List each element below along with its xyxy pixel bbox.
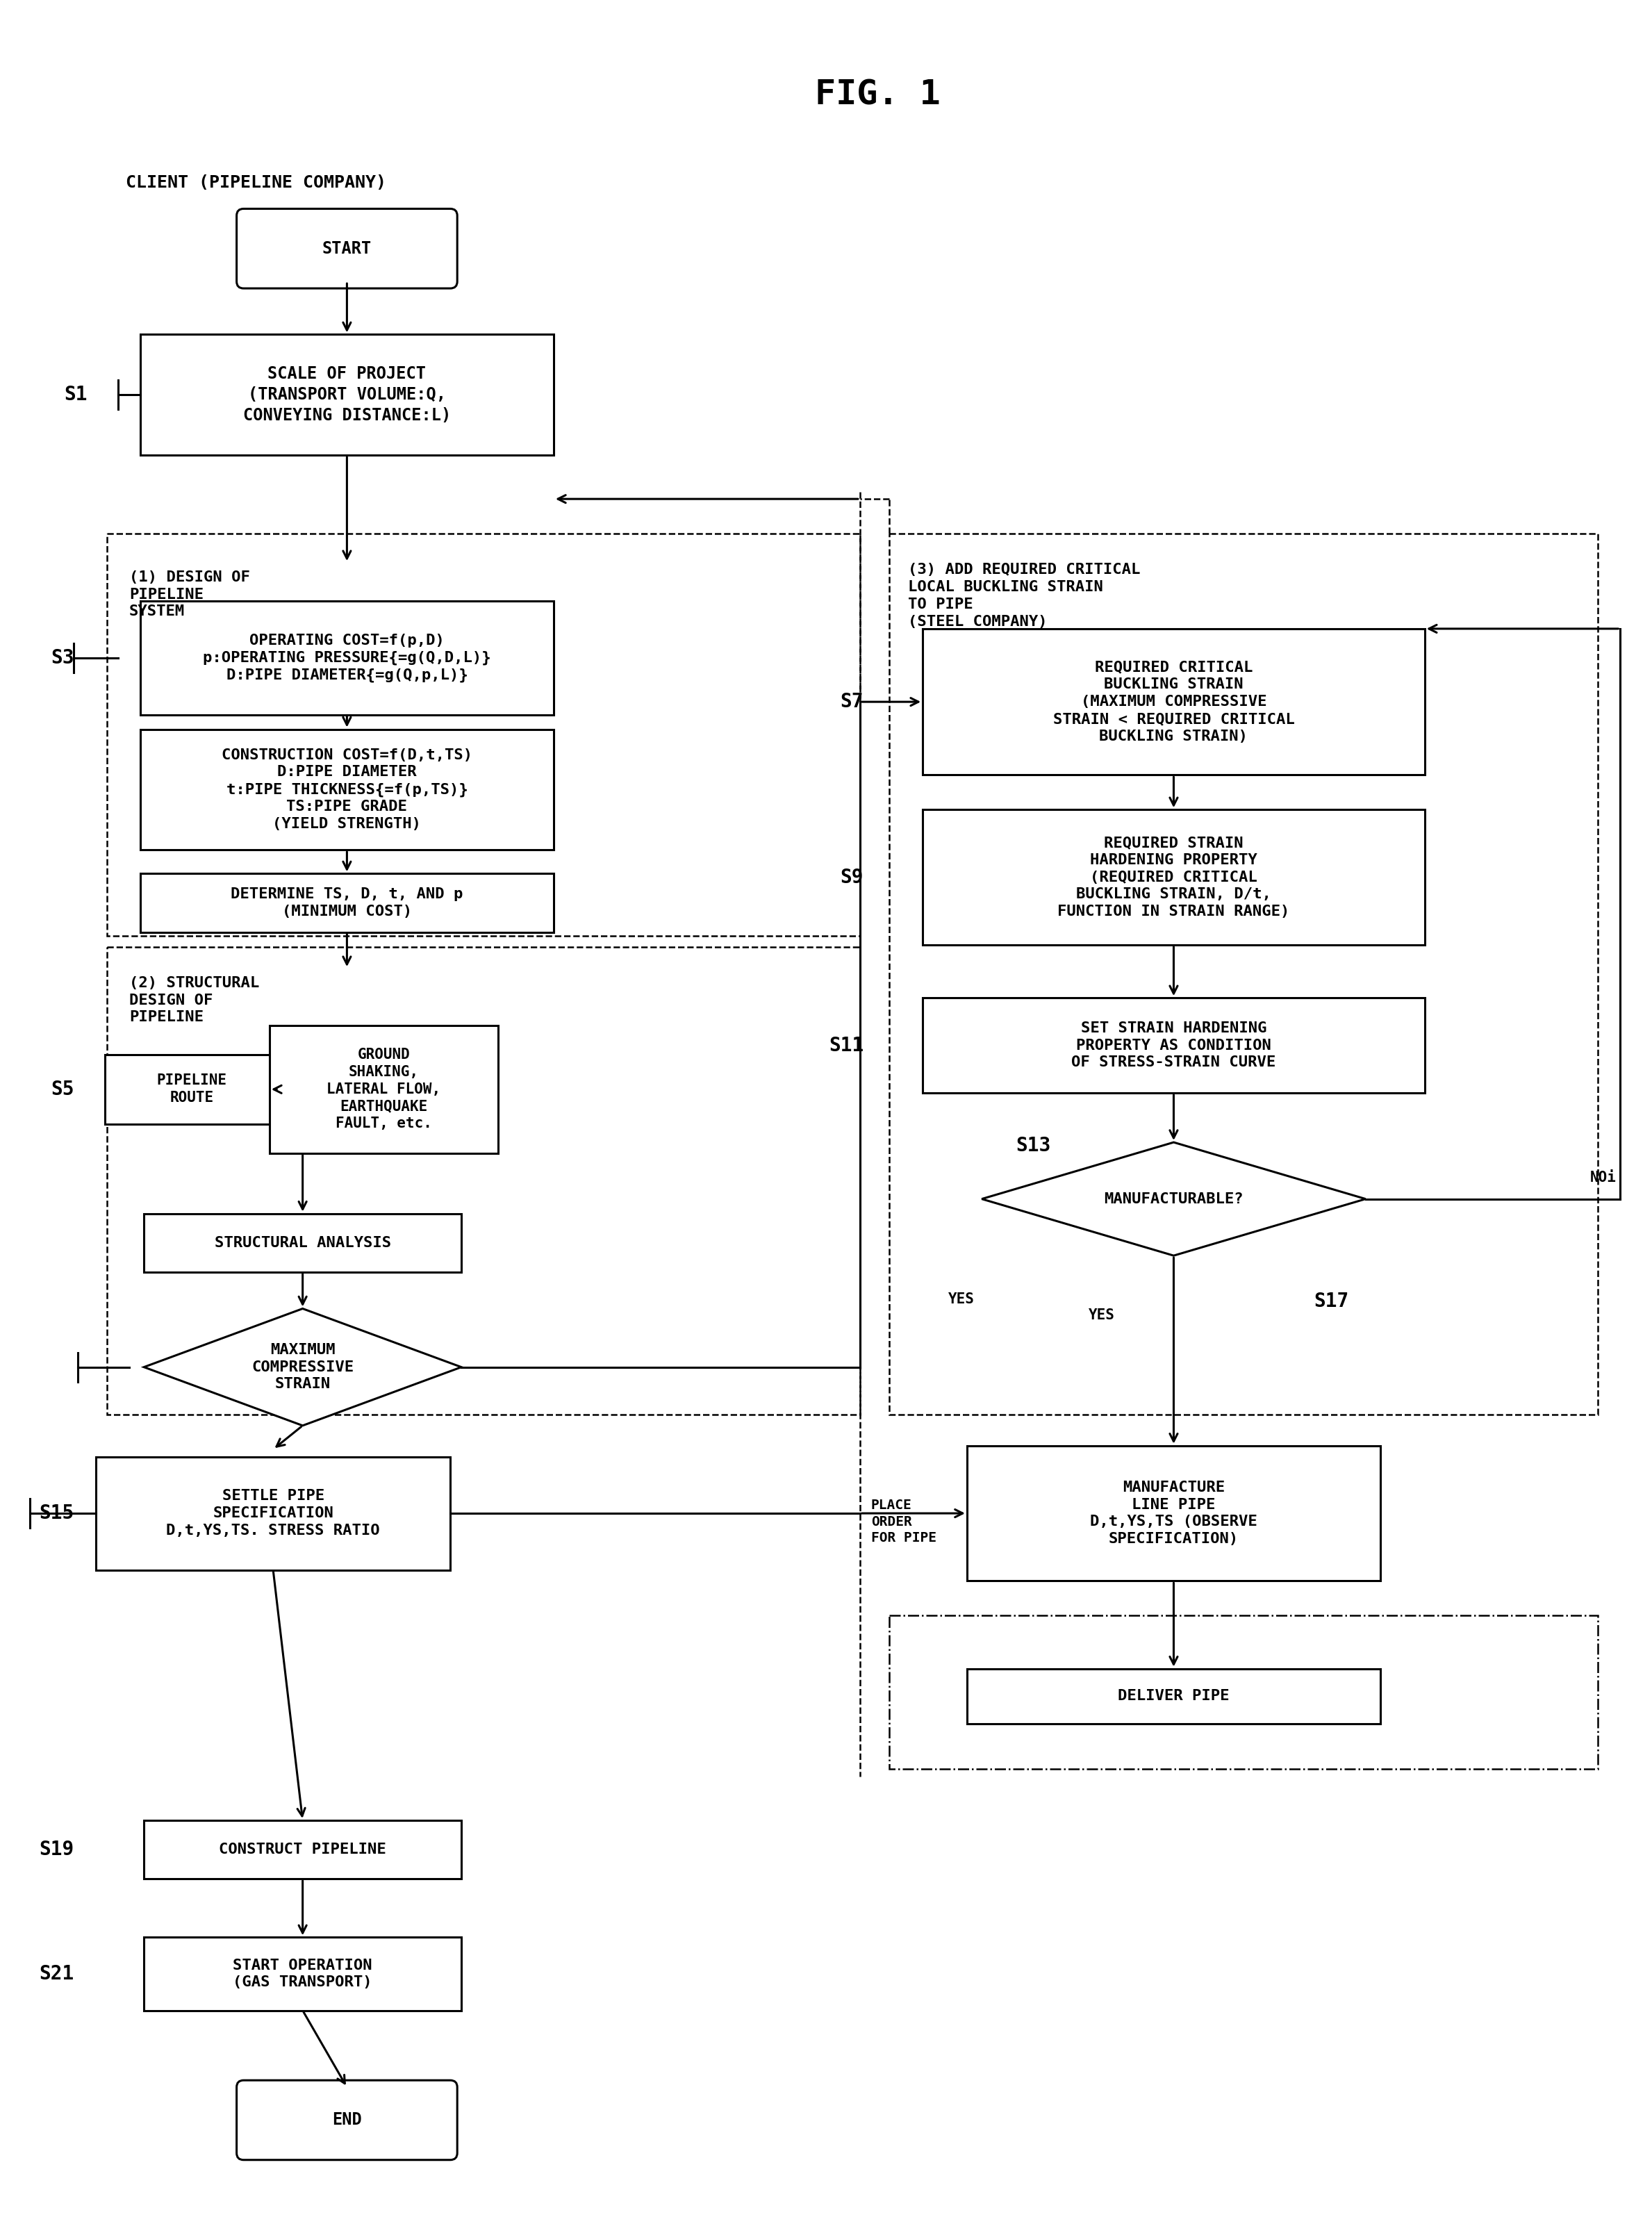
Bar xyxy=(144,1214,461,1272)
Text: S7: S7 xyxy=(841,692,864,712)
Text: S1: S1 xyxy=(64,385,88,405)
Text: SCALE OF PROJECT
(TRANSPORT VOLUME:Q,
CONVEYING DISTANCE:L): SCALE OF PROJECT (TRANSPORT VOLUME:Q, CO… xyxy=(243,365,451,423)
Text: (2) STRUCTURAL
DESIGN OF
PIPELINE: (2) STRUCTURAL DESIGN OF PIPELINE xyxy=(129,977,259,1024)
Text: GROUND
SHAKING,
LATERAL FLOW,
EARTHQUAKE
FAULT, etc.: GROUND SHAKING, LATERAL FLOW, EARTHQUAKE… xyxy=(327,1048,441,1131)
Bar xyxy=(106,1055,279,1124)
Bar xyxy=(889,533,1597,1416)
Text: DELIVER PIPE: DELIVER PIPE xyxy=(1118,1689,1229,1702)
Text: S9: S9 xyxy=(841,867,864,887)
Text: S15: S15 xyxy=(40,1503,74,1523)
Text: S3: S3 xyxy=(51,647,74,668)
Text: DETERMINE TS, D, t, AND p
(MINIMUM COST): DETERMINE TS, D, t, AND p (MINIMUM COST) xyxy=(231,887,463,918)
Text: REQUIRED CRITICAL
BUCKLING STRAIN
(MAXIMUM COMPRESSIVE
STRAIN < REQUIRED CRITICA: REQUIRED CRITICAL BUCKLING STRAIN (MAXIM… xyxy=(1052,661,1295,744)
Text: S17: S17 xyxy=(1313,1292,1348,1310)
Text: (3) ADD REQUIRED CRITICAL
LOCAL BUCKLING STRAIN
TO PIPE
(STEEL COMPANY): (3) ADD REQUIRED CRITICAL LOCAL BUCKLING… xyxy=(909,562,1140,629)
Text: MANUFACTURABLE?: MANUFACTURABLE? xyxy=(1104,1192,1244,1205)
Text: PIPELINE
ROUTE: PIPELINE ROUTE xyxy=(157,1073,226,1104)
Bar xyxy=(923,809,1424,945)
Bar xyxy=(923,997,1424,1093)
Text: PLACE
ORDER
FOR PIPE: PLACE ORDER FOR PIPE xyxy=(871,1499,937,1546)
Bar xyxy=(140,730,553,849)
Polygon shape xyxy=(981,1142,1366,1257)
Text: CONSTRUCT PIPELINE: CONSTRUCT PIPELINE xyxy=(220,1844,387,1857)
Text: CONSTRUCTION COST=f(D,t,TS)
D:PIPE DIAMETER
t:PIPE THICKNESS{=f(p,TS)}
TS:PIPE G: CONSTRUCTION COST=f(D,t,TS) D:PIPE DIAME… xyxy=(221,748,472,831)
Bar xyxy=(923,629,1424,775)
Text: MAXIMUM
COMPRESSIVE
STRAIN: MAXIMUM COMPRESSIVE STRAIN xyxy=(251,1344,354,1391)
Bar xyxy=(966,1669,1381,1723)
FancyBboxPatch shape xyxy=(236,2081,458,2159)
FancyBboxPatch shape xyxy=(236,208,458,289)
Text: S11: S11 xyxy=(829,1035,864,1055)
Bar xyxy=(140,334,553,455)
Text: REQUIRED STRAIN
HARDENING PROPERTY
(REQUIRED CRITICAL
BUCKLING STRAIN, D/t,
FUNC: REQUIRED STRAIN HARDENING PROPERTY (REQU… xyxy=(1057,836,1290,918)
Text: START: START xyxy=(322,240,372,258)
Bar xyxy=(889,1615,1597,1770)
Polygon shape xyxy=(144,1308,461,1425)
Text: YES: YES xyxy=(948,1292,975,1306)
Text: S5: S5 xyxy=(51,1080,74,1100)
Text: END: END xyxy=(332,2112,362,2128)
Text: SETTLE PIPE
SPECIFICATION
D,t,YS,TS. STRESS RATIO: SETTLE PIPE SPECIFICATION D,t,YS,TS. STR… xyxy=(167,1490,380,1537)
Bar xyxy=(140,600,553,715)
Text: (1) DESIGN OF
PIPELINE
SYSTEM: (1) DESIGN OF PIPELINE SYSTEM xyxy=(129,571,249,618)
Text: OPERATING COST=f(p,D)
p:OPERATING PRESSURE{=g(Q,D,L)}
D:PIPE DIAMETER{=g(Q,p,L)}: OPERATING COST=f(p,D) p:OPERATING PRESSU… xyxy=(203,634,491,683)
Bar xyxy=(966,1445,1381,1581)
Text: STRUCTURAL ANALYSIS: STRUCTURAL ANALYSIS xyxy=(215,1236,392,1250)
Bar xyxy=(107,533,861,936)
Text: SET STRAIN HARDENING
PROPERTY AS CONDITION
OF STRESS-STRAIN CURVE: SET STRAIN HARDENING PROPERTY AS CONDITI… xyxy=(1072,1021,1275,1071)
Text: S21: S21 xyxy=(40,1964,74,1985)
Text: YES: YES xyxy=(1089,1308,1115,1322)
Text: MANUFACTURE
LINE PIPE
D,t,YS,TS (OBSERVE
SPECIFICATION): MANUFACTURE LINE PIPE D,t,YS,TS (OBSERVE… xyxy=(1090,1481,1257,1546)
Text: FIG. 1: FIG. 1 xyxy=(814,78,940,112)
Text: START OPERATION
(GAS TRANSPORT): START OPERATION (GAS TRANSPORT) xyxy=(233,1958,372,1989)
Text: S13: S13 xyxy=(1016,1136,1051,1156)
Bar xyxy=(269,1026,499,1154)
Text: CLIENT (PIPELINE COMPANY): CLIENT (PIPELINE COMPANY) xyxy=(126,175,387,190)
Bar xyxy=(144,1938,461,2012)
Text: S19: S19 xyxy=(40,1839,74,1859)
Bar xyxy=(140,874,553,932)
Bar xyxy=(96,1456,451,1570)
Text: NOi: NOi xyxy=(1591,1172,1617,1185)
Bar xyxy=(107,948,861,1416)
Bar xyxy=(144,1821,461,1879)
